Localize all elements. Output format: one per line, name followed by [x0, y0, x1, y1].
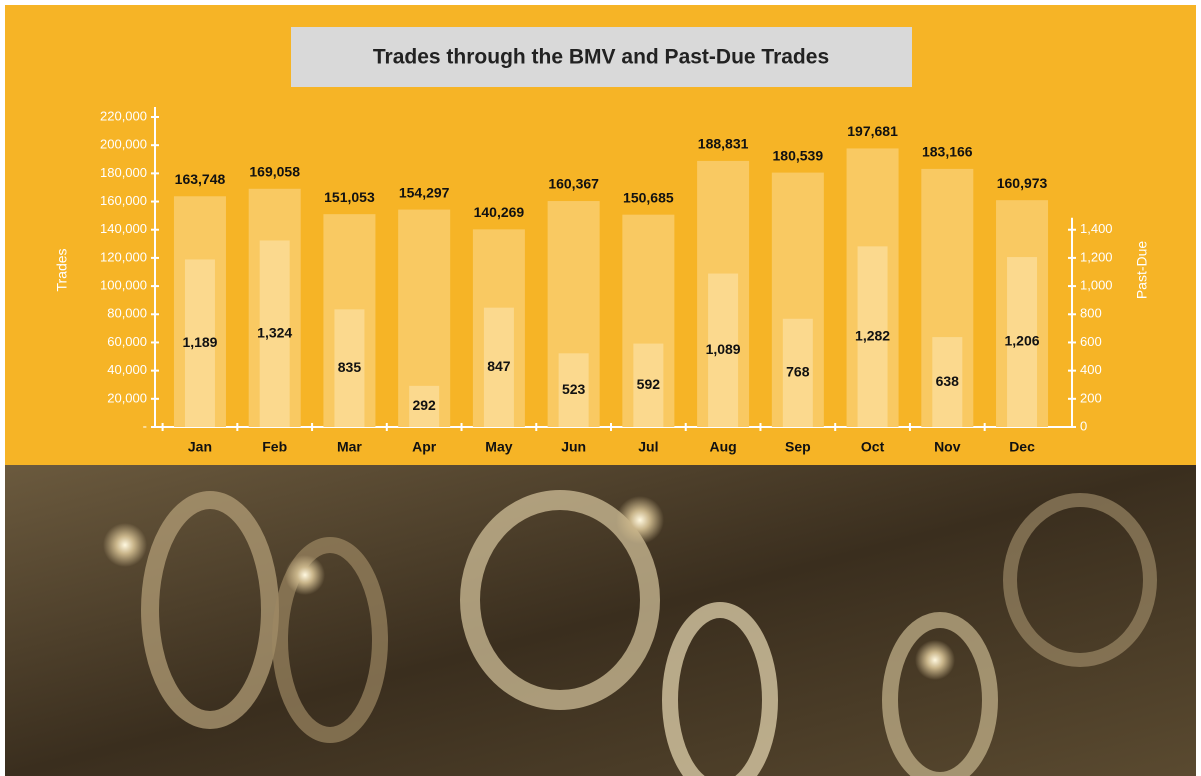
y-tick-label: - — [143, 418, 147, 433]
past-due-bar — [857, 246, 888, 427]
title-box — [291, 27, 912, 87]
y2-tick-label: 1,200 — [1080, 249, 1113, 264]
y-tick-label: 20,000 — [107, 390, 147, 405]
y2-tick-label: 1,000 — [1080, 278, 1113, 293]
trades-label: 197,681 — [847, 123, 898, 139]
past-due-label: 1,324 — [257, 324, 292, 340]
y2-tick-label: 0 — [1080, 418, 1087, 433]
y2-tick-label: 200 — [1080, 390, 1102, 405]
trades-label: 183,166 — [922, 144, 973, 160]
trades-label: 169,058 — [249, 163, 300, 179]
trades-label: 160,973 — [997, 175, 1048, 191]
past-due-label: 1,282 — [855, 327, 890, 343]
y-tick-label: 140,000 — [100, 221, 147, 236]
photo — [5, 465, 1196, 776]
y-axis-title: Trades — [54, 248, 70, 291]
past-due-label: 1,189 — [182, 334, 217, 350]
y-tick-label: 220,000 — [100, 108, 147, 123]
past-due-label: 835 — [338, 359, 362, 375]
past-due-bar — [483, 307, 514, 427]
x-tick-label: Apr — [412, 439, 437, 455]
past-due-bar — [708, 273, 739, 427]
past-due-bar — [259, 240, 290, 427]
y2-tick-label: 600 — [1080, 334, 1102, 349]
y-tick-label: 40,000 — [107, 362, 147, 377]
past-due-label: 847 — [487, 358, 511, 374]
chart-title: Trades through the BMV and Past-Due Trad… — [373, 46, 829, 69]
past-due-label: 1,206 — [1005, 333, 1040, 349]
y2-axis-title: Past-Due — [1134, 241, 1150, 300]
past-due-label: 292 — [412, 397, 436, 413]
x-tick-label: Dec — [1009, 439, 1035, 455]
trades-label: 154,297 — [399, 184, 450, 200]
trades-label: 163,748 — [175, 171, 226, 187]
past-due-label: 523 — [562, 381, 586, 397]
trades-label: 151,053 — [324, 189, 375, 205]
x-tick-label: Feb — [262, 439, 287, 455]
past-due-bar — [334, 309, 365, 427]
y-tick-label: 120,000 — [100, 249, 147, 264]
x-tick-label: Aug — [709, 439, 736, 455]
past-due-label: 638 — [936, 373, 960, 389]
y2-tick-label: 400 — [1080, 362, 1102, 377]
trades-label: 180,539 — [773, 147, 824, 163]
x-tick-label: Jul — [638, 439, 658, 455]
y-tick-label: 200,000 — [100, 137, 147, 152]
trades-label: 188,831 — [698, 136, 749, 152]
y2-tick-label: 1,400 — [1080, 221, 1113, 236]
x-tick-label: Jan — [188, 439, 212, 455]
y2-tick-label: 800 — [1080, 306, 1102, 321]
past-due-bar — [409, 385, 440, 427]
y-tick-label: 80,000 — [107, 306, 147, 321]
y-tick-label: 60,000 — [107, 334, 147, 349]
past-due-bar — [558, 353, 589, 427]
past-due-bar — [1007, 257, 1038, 427]
past-due-label: 1,089 — [706, 341, 741, 357]
x-tick-label: Sep — [785, 439, 811, 455]
trades-label: 140,269 — [474, 204, 525, 220]
past-due-bar — [184, 259, 215, 427]
trades-label: 150,685 — [623, 189, 674, 205]
y-tick-label: 160,000 — [100, 193, 147, 208]
x-tick-label: May — [485, 439, 512, 455]
past-due-bar — [633, 343, 664, 427]
past-due-label: 768 — [786, 364, 810, 380]
past-due-label: 592 — [637, 376, 661, 392]
y-tick-label: 180,000 — [100, 165, 147, 180]
past-due-bar — [782, 318, 813, 427]
y-tick-label: 100,000 — [100, 278, 147, 293]
x-tick-label: Jun — [561, 439, 586, 455]
x-tick-label: Mar — [337, 439, 362, 455]
trades-label: 160,367 — [548, 176, 599, 192]
past-due-bar — [932, 337, 963, 427]
x-tick-label: Oct — [861, 439, 885, 455]
x-tick-label: Nov — [934, 439, 961, 455]
